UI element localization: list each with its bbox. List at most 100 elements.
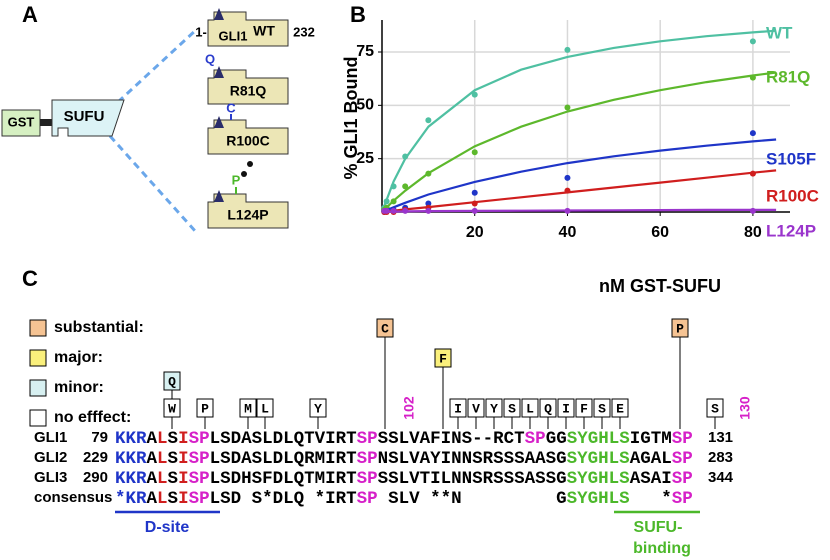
sequence-segment: * [630, 489, 672, 509]
legend-swatch [29, 319, 47, 337]
mutation-label: C [226, 100, 236, 115]
series-label: L124P [766, 221, 816, 240]
y-axis-label: % GLI1 Bound [341, 57, 361, 180]
fit-curve [381, 138, 777, 214]
mutation-box [485, 398, 503, 418]
sequence-segment: I [178, 429, 189, 449]
panel-label: A [22, 2, 38, 27]
mutation-label: F [580, 401, 588, 416]
sequence-segment: AGAL [630, 449, 672, 469]
sequence-segment: A [147, 429, 158, 449]
sequence-end: 344 [708, 469, 734, 486]
mutation-box [376, 318, 394, 338]
motif-marker [214, 116, 224, 128]
motif-marker [214, 8, 224, 20]
construct-name: WT [253, 23, 275, 39]
sequence-segment: S [168, 469, 179, 489]
y-tick-label: 25 [356, 150, 374, 167]
legend-label: substantial: [54, 319, 144, 336]
data-point [471, 149, 478, 156]
sequence-segment: SP [357, 449, 378, 469]
mutation-label: W [168, 401, 176, 416]
sequence: KKRALSISPLSDASLDLQRMIRTSPNSLVAYINNSRSSSA… [115, 449, 693, 469]
series-label: S105F [766, 149, 816, 168]
x-tick-label: 60 [651, 224, 669, 241]
panel-label: B [350, 2, 366, 27]
sequence-end: 283 [708, 449, 733, 466]
x-tick-label: 40 [559, 224, 577, 241]
sequence-segment: SYGHLS [567, 469, 630, 489]
sequence-segment: SP [357, 429, 378, 449]
sequence-segment: S [168, 429, 179, 449]
sufu-label: SUFU [64, 108, 105, 125]
mutation-label: C [381, 321, 389, 336]
sequence-segment: SP [357, 489, 378, 509]
legend-label: major: [54, 349, 103, 366]
mutation-label: L [261, 401, 269, 416]
mutation-box [239, 398, 257, 418]
mutation-label: I [562, 401, 570, 416]
sequence-segment: KKR [115, 429, 147, 449]
sequence-start: 79 [91, 429, 108, 446]
sequence-segment: LSDHSFDLQTMIRT [210, 469, 357, 489]
mutation-box [671, 318, 689, 338]
data-point [425, 117, 432, 124]
data-point [749, 38, 756, 45]
data-point [564, 174, 571, 181]
x-axis-label: nM GST-SUFU [599, 276, 721, 296]
motif-marker [214, 190, 224, 202]
construct-box [207, 69, 289, 105]
mutation-box [309, 398, 327, 418]
series-label: R81Q [766, 67, 810, 86]
data-point [749, 207, 756, 214]
data-point [390, 183, 397, 190]
sequence-name: GLI3 [34, 469, 67, 486]
sequence: KKRALSISPLSDASLDLQTVIRTSPSSLVAFINS--RCTS… [115, 429, 693, 449]
data-point [383, 207, 390, 214]
legend-label: no efffect: [54, 409, 131, 426]
mutation-box [503, 398, 521, 418]
construct-box [207, 11, 289, 47]
legend-label: minor: [54, 379, 104, 396]
motif-marker [214, 66, 224, 78]
legend-swatch [29, 379, 47, 397]
fit-curve [381, 71, 777, 213]
mutation-box [256, 398, 274, 418]
sequence: KKRALSISPLSDHSFDLQTMIRTSPSSLVTILNNSRSSSA… [115, 469, 693, 489]
sufu-binding-label: binding [633, 540, 691, 557]
data-point [402, 207, 409, 214]
sequence-segment: LSD S*DLQ *IRT [210, 489, 357, 509]
legend-swatch [29, 349, 47, 367]
sequence-segment: SP [525, 429, 546, 449]
dashed-link [116, 28, 198, 104]
mutation-box [196, 398, 214, 418]
sequence-segment: S [168, 449, 179, 469]
mutation-box [434, 348, 452, 368]
sequence-segment: LSDASLDLQRMIRT [210, 449, 357, 469]
mutation-label: E [616, 401, 624, 416]
data-point [383, 198, 390, 205]
mutation-box [539, 398, 557, 418]
construct-name: L124P [227, 207, 268, 223]
domain-label: GLI1 [219, 28, 248, 43]
sequence-segment: A [147, 449, 158, 469]
series-label: WT [766, 23, 793, 42]
mutation-label: S [711, 401, 719, 416]
data-point [471, 189, 478, 196]
construct-box [207, 119, 289, 155]
mutation-box [521, 398, 539, 418]
mutation-label: Q [205, 51, 215, 66]
sequence-segment: SSLVAFINS--RCT [378, 429, 525, 449]
x-tick-label: 20 [466, 224, 484, 241]
gst-label: GST [8, 114, 35, 129]
x-tick-label: 80 [744, 224, 762, 241]
data-point [749, 170, 756, 177]
linker [40, 119, 52, 126]
mutation-box [593, 398, 611, 418]
mutation-box [575, 398, 593, 418]
mutation-label: L [526, 401, 534, 416]
data-point [749, 130, 756, 137]
sufu-box [51, 99, 125, 137]
data-point [390, 198, 397, 205]
